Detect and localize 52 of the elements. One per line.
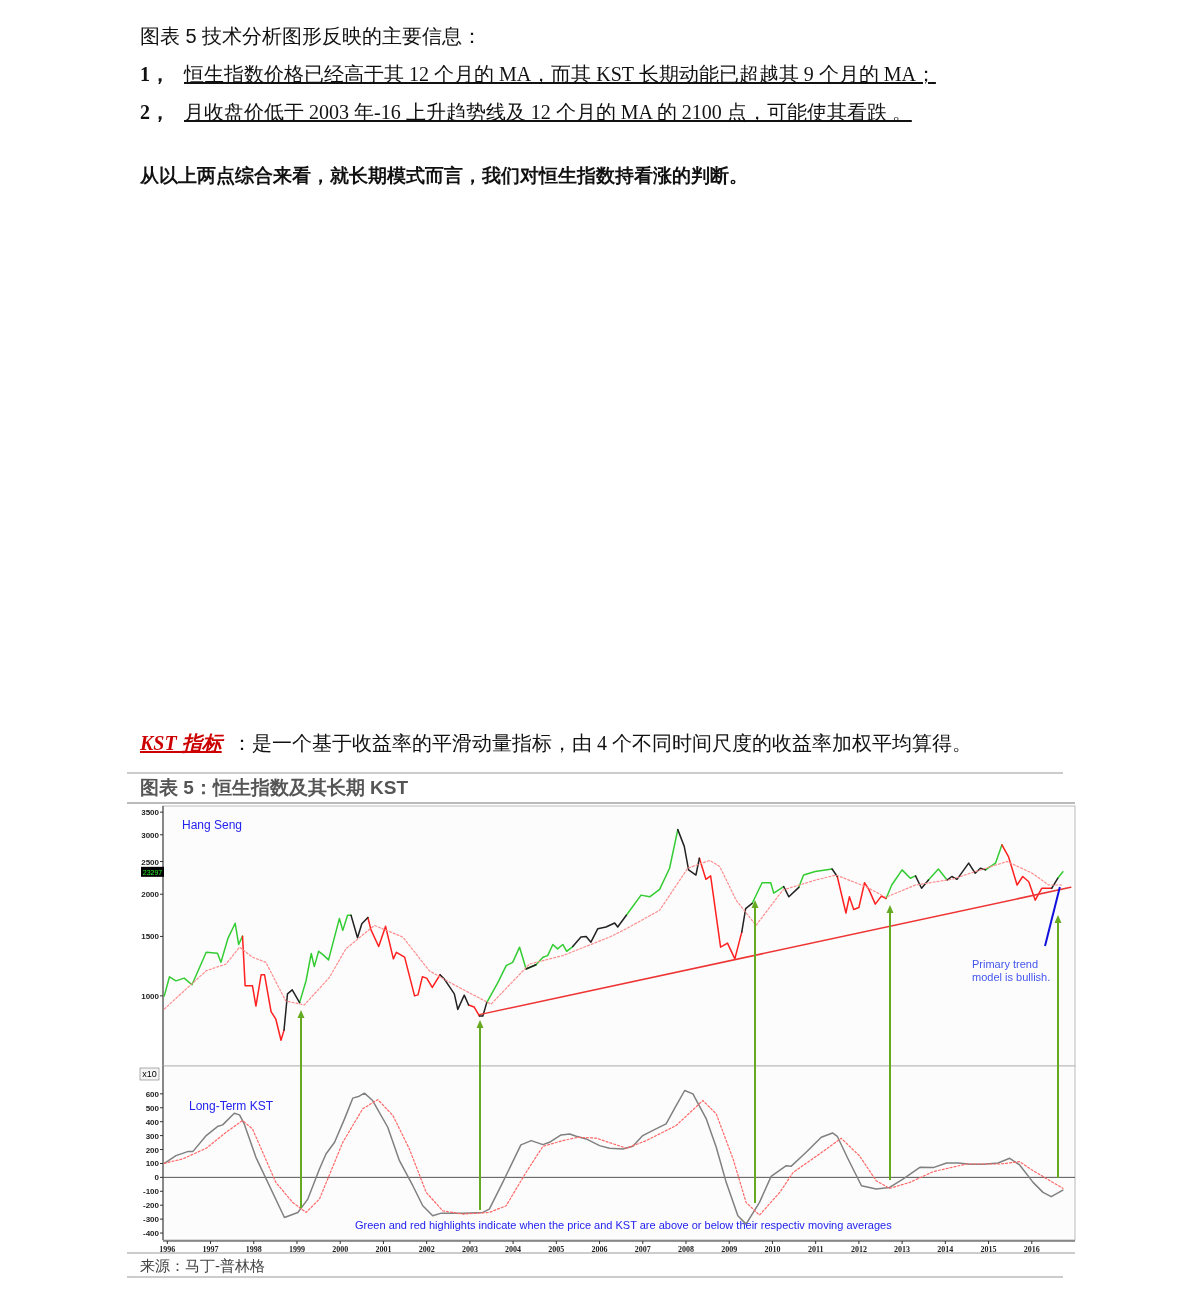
y-axis-title: x10 (142, 1069, 157, 1079)
y-tick-label: 0 (154, 1173, 160, 1183)
x-tick-label: 2002 (418, 1245, 435, 1254)
x-tick-label: 2009 (721, 1245, 738, 1254)
annotation: Green and red highlights indicate when the price and KST are above or below their respectiv moving averages (355, 1219, 893, 1231)
y-tick-label: 2500 (141, 857, 160, 867)
x-tick-label: 2006 (591, 1245, 608, 1254)
x-tick-label: 2000 (332, 1245, 349, 1254)
y-tick-label: -100 (142, 1187, 160, 1197)
x-tick-label: 2007 (634, 1245, 651, 1254)
x-tick-label: 2013 (894, 1245, 911, 1254)
text: 1，恒生指数价格已经高于其 12 个月的 MA，而其 KST 长期动能已超越其 9 个月的 MA； (140, 63, 936, 85)
text: 从以上两点综合来看，就长期模式而言，我们对恒生指数持看涨的判断。 (139, 165, 748, 186)
x-tick-label: 2001 (375, 1245, 392, 1254)
y-tick-label: -300 (142, 1215, 160, 1225)
y-tick-label: 300 (145, 1131, 160, 1141)
y-tick-label: 2000 (141, 890, 160, 900)
text: 2，月收盘价低于 2003 年-16 上升趋势线及 12 个月的 MA 的 2100 点，可能使其看跌 。 (140, 101, 912, 123)
y-tick-label: -200 (142, 1201, 160, 1211)
text: KST 指标 (139, 732, 225, 754)
x-tick-label: 1997 (202, 1245, 219, 1254)
annotation: Hang Seng (182, 818, 243, 832)
y-tick-label: 600 (145, 1089, 160, 1099)
x-tick-label: 2011 (807, 1245, 824, 1254)
y-tick-label: -400 (142, 1229, 160, 1239)
x-tick-label: 2003 (461, 1245, 478, 1254)
x-tick-label: 2008 (678, 1245, 694, 1254)
annotation: Long-Term KST (189, 1099, 274, 1113)
x-tick-label: 2015 (980, 1245, 997, 1254)
x-tick-label: 2004 (505, 1245, 522, 1254)
y-tick-label: 1000 (141, 991, 160, 1001)
y-tick-label: 200 (145, 1145, 160, 1155)
y-tick-label: 400 (145, 1117, 160, 1127)
text: 图表 5 技术分析图形反映的主要信息： (140, 25, 483, 47)
y-tick-label: 1500 (141, 932, 160, 942)
annotation: Primary trend model is bullish. (972, 958, 1051, 983)
chart-title: 图表 5：恒生指数及其长期 KST (140, 777, 409, 798)
line-series (163, 859, 1063, 1010)
x-tick-label: 2012 (850, 1245, 867, 1254)
y-tick-label: 100 (145, 1159, 160, 1169)
x-tick-label: 2010 (764, 1245, 781, 1254)
y-tick-label: 3000 (141, 830, 160, 840)
x-tick-label: 1998 (245, 1245, 262, 1254)
text: ：是一个基于收益率的平滑动量指标，由 4 个不同时间尺度的收益率加权平均算得。 (232, 732, 972, 754)
y-tick-label: 500 (145, 1103, 160, 1113)
y-tick-label: 3500 (141, 808, 160, 818)
x-tick-label: 1996 (159, 1245, 176, 1254)
x-tick-label: 2005 (548, 1245, 565, 1254)
x-tick-label: 1999 (288, 1245, 305, 1254)
source-note: 来源：马丁-普林格 (140, 1257, 265, 1274)
x-tick-label: 2014 (937, 1245, 954, 1254)
x-tick-label: 2016 (1023, 1245, 1040, 1254)
